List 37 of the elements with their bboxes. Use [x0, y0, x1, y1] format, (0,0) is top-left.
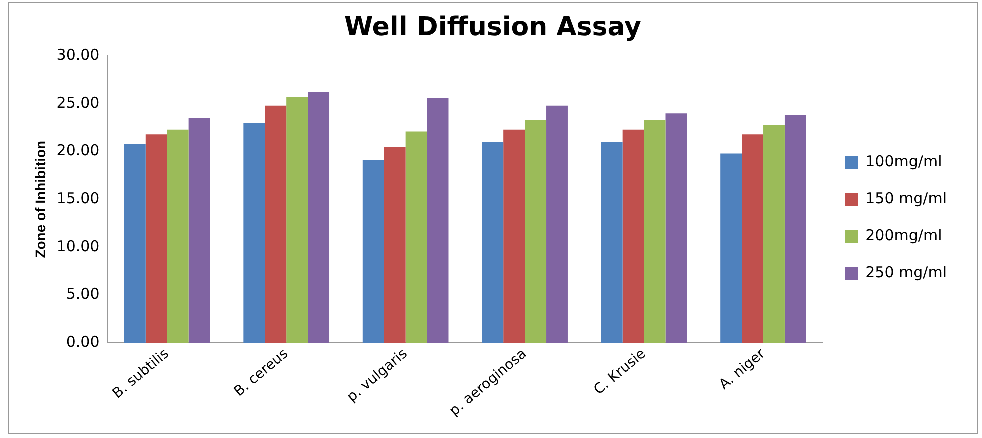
bar — [167, 130, 189, 344]
chart-title: Well Diffusion Assay — [344, 12, 642, 42]
bar — [188, 118, 210, 344]
bar — [406, 132, 428, 344]
bar — [362, 160, 384, 344]
bar — [720, 154, 742, 344]
bar — [265, 106, 287, 344]
y-tick-label: 0.00 — [66, 332, 100, 351]
legend-label: 200mg/ml — [866, 226, 942, 244]
bar — [308, 92, 330, 344]
bar — [482, 142, 504, 344]
bar — [666, 114, 688, 344]
bar — [644, 120, 666, 344]
bar — [784, 115, 806, 344]
bar — [525, 120, 547, 344]
legend-label: 150 mg/ml — [866, 189, 948, 208]
bar — [244, 123, 266, 344]
legend-label: 100mg/ml — [866, 152, 942, 170]
bar — [742, 134, 764, 344]
y-tick-label: 15.00 — [56, 189, 100, 208]
y-tick-label: 5.00 — [66, 285, 100, 304]
y-axis-title: Zone of Inhibition — [32, 140, 48, 258]
bar — [286, 97, 308, 344]
y-tick-label: 25.00 — [56, 94, 100, 112]
bar — [546, 106, 568, 344]
bar — [146, 134, 168, 344]
y-tick-label: 10.00 — [56, 237, 100, 256]
legend-label: 250 mg/ml — [866, 263, 948, 282]
bar — [764, 125, 785, 344]
bar — [601, 142, 623, 344]
bar — [622, 130, 644, 344]
y-tick-label: 20.00 — [56, 142, 100, 160]
bar — [124, 144, 146, 344]
y-tick-label: 30.00 — [56, 46, 100, 64]
bar — [504, 130, 526, 344]
bar — [384, 147, 406, 344]
bar — [427, 98, 449, 344]
